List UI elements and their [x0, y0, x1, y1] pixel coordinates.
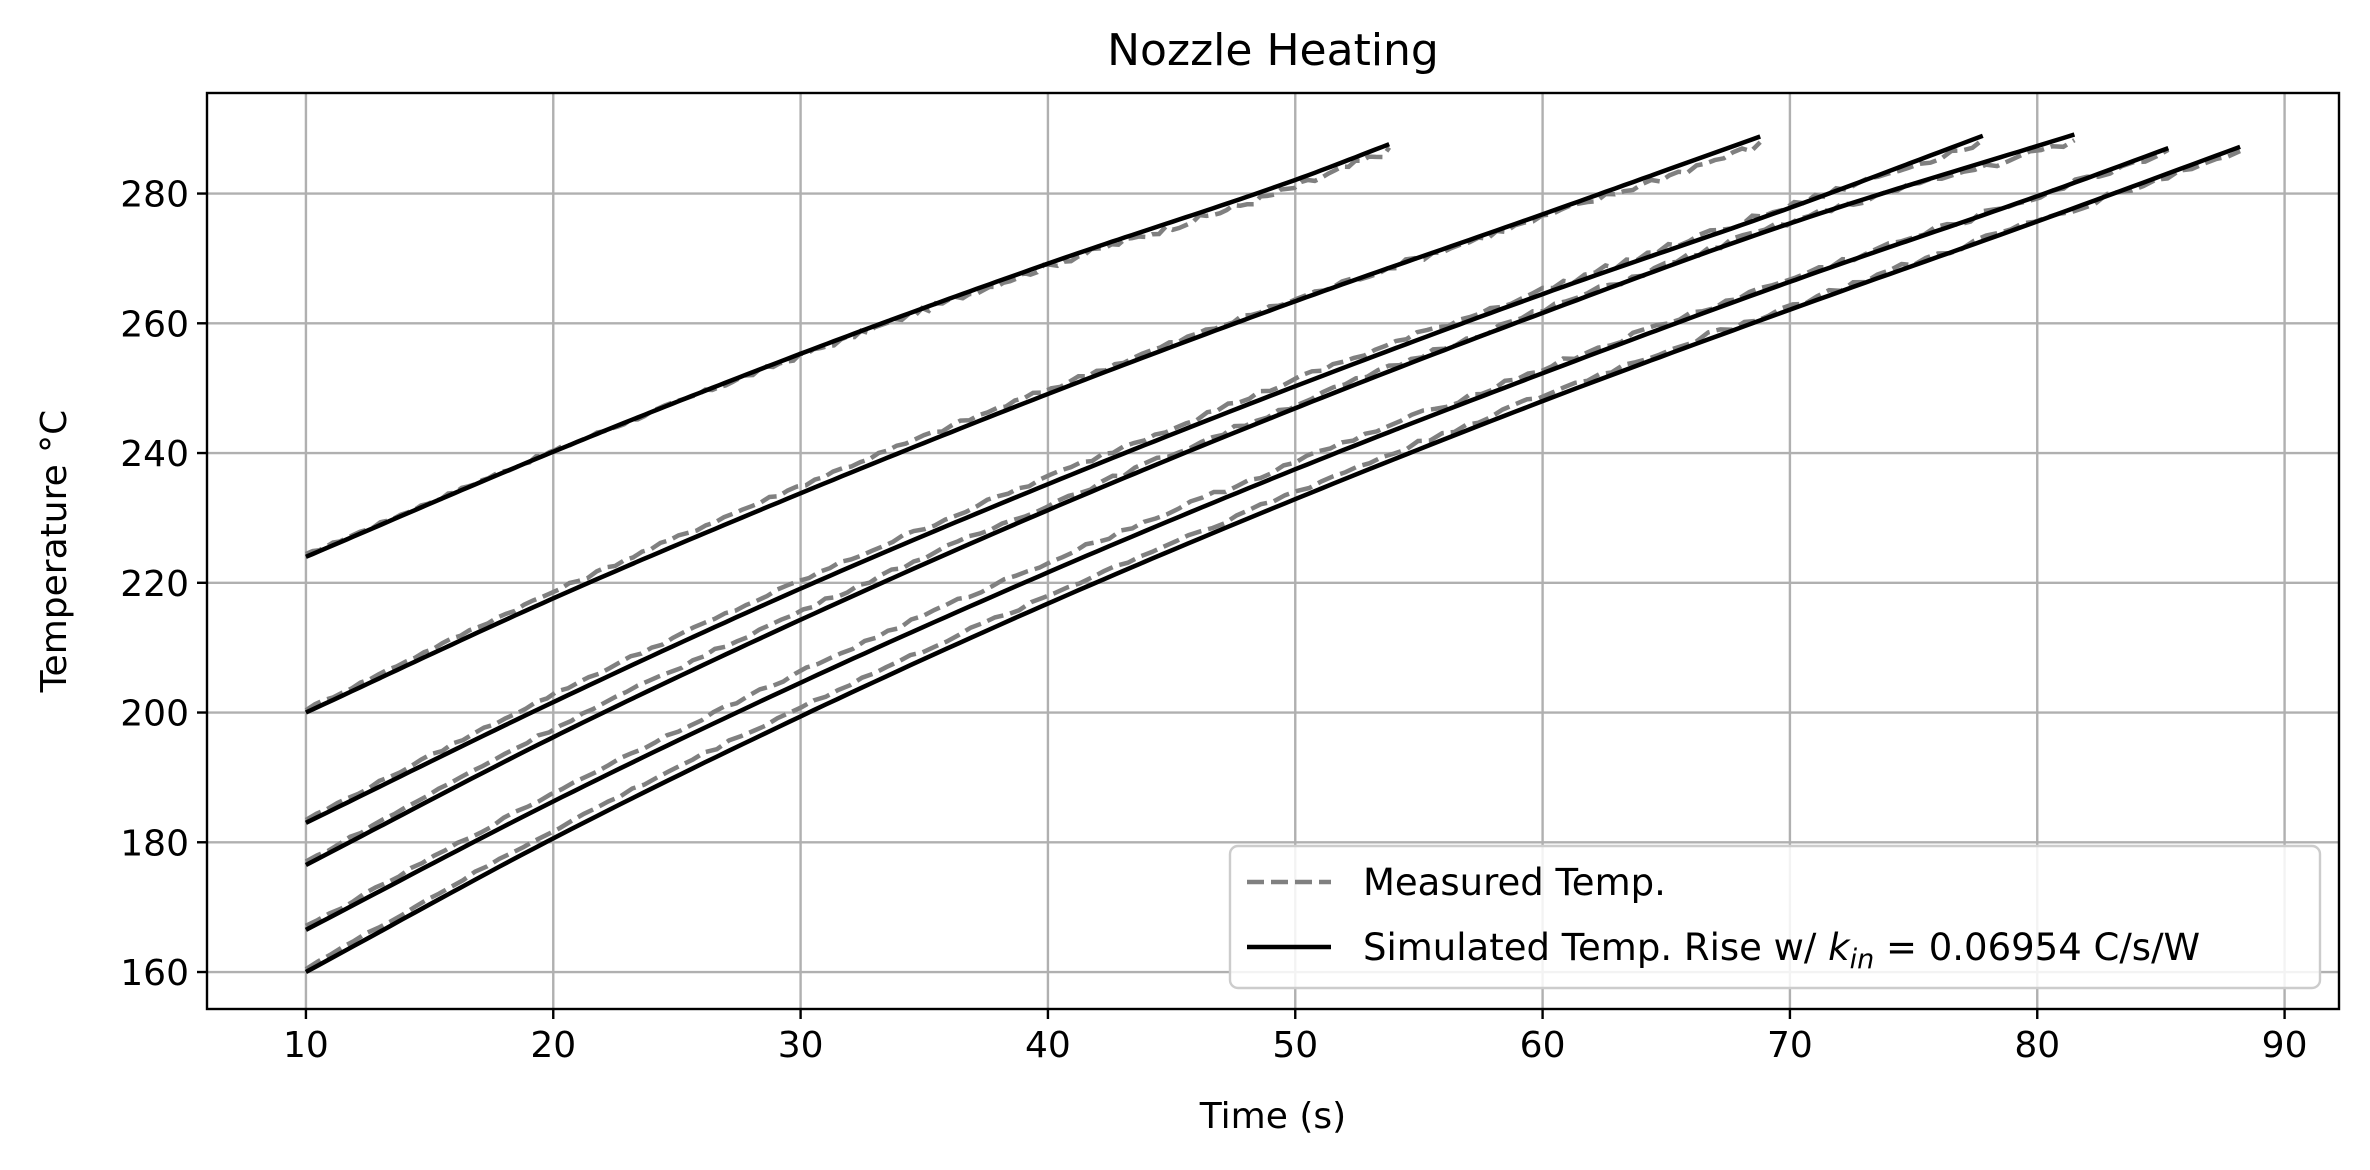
- y-tick-label: 220: [120, 564, 189, 605]
- x-tick-label: 10: [283, 1025, 329, 1066]
- y-tick-label: 180: [120, 823, 189, 864]
- x-tick-label: 40: [1025, 1025, 1071, 1066]
- measured-temp-line: [305, 146, 1392, 557]
- chart-title: Nozzle Heating: [1107, 25, 1439, 76]
- legend-simulated-label: Simulated Temp. Rise w/ kin = 0.06954 C/…: [1363, 926, 2200, 975]
- simulated-temp-line: [304, 144, 2241, 974]
- measured-temp-line: [304, 137, 1985, 822]
- y-tick-label: 160: [120, 953, 189, 994]
- measured-temp-line: [304, 147, 2170, 928]
- series-layer: [304, 132, 2242, 974]
- x-tick-label: 30: [778, 1025, 824, 1066]
- plot-frame: [205, 91, 2341, 1011]
- y-tick-label: 260: [120, 304, 189, 345]
- legend-box: [1228, 844, 2322, 990]
- x-axis-label: Time (s): [1199, 1096, 1346, 1137]
- simulated-temp-line: [304, 145, 2170, 932]
- y-tick-label: 280: [120, 175, 189, 216]
- legend: Measured Temp. Simulated Temp. Rise w/ k…: [1228, 844, 2322, 990]
- x-tick-label: 90: [2262, 1025, 2308, 1066]
- legend-simulated-prefix: Simulated Temp. Rise w/: [1363, 926, 1828, 969]
- simulated-temp-line: [304, 134, 1761, 715]
- x-tick-label: 80: [2014, 1025, 2060, 1066]
- tick-layer: 10 20 30 40 50 60 70 80 90 160 180 200 220 240 260 280: [120, 175, 2307, 1066]
- legend-k-symbol: k: [1828, 926, 1851, 969]
- y-axis-label: Temperature °C: [34, 410, 75, 694]
- legend-measured-label: Measured Temp.: [1363, 861, 1666, 904]
- x-tick-label: 60: [1520, 1025, 1566, 1066]
- legend-simulated-suffix: = 0.06954 C/s/W: [1874, 926, 2200, 969]
- x-tick-label: 20: [530, 1025, 576, 1066]
- simulated-temp-line: [305, 142, 1391, 559]
- measured-temp-line: [304, 138, 2076, 864]
- simulated-temp-line: [304, 132, 2076, 868]
- x-tick-label: 50: [1272, 1025, 1318, 1066]
- x-tick-label: 70: [1767, 1025, 1813, 1066]
- legend-k-subscript: in: [1850, 944, 1875, 975]
- y-tick-label: 240: [120, 434, 189, 475]
- simulated-temp-line: [304, 133, 1984, 825]
- y-tick-label: 200: [120, 694, 189, 735]
